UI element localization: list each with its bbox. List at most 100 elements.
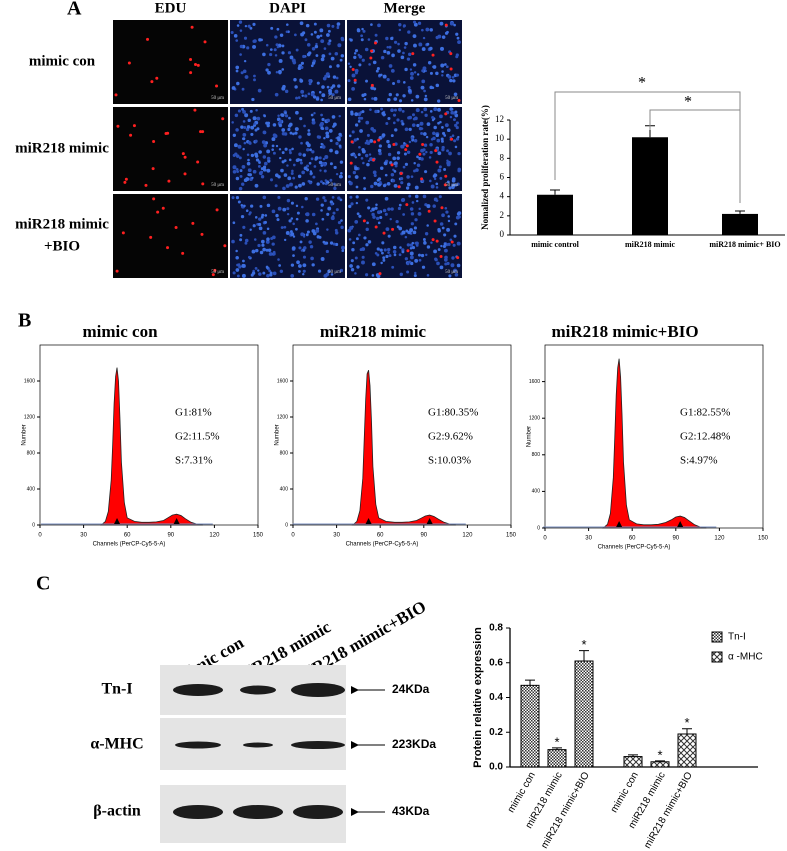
nucleus bbox=[413, 71, 417, 74]
nucleus bbox=[290, 274, 295, 278]
nucleus bbox=[323, 199, 327, 203]
edu-cell bbox=[435, 239, 439, 243]
nucleus bbox=[310, 92, 315, 97]
micrograph bbox=[113, 20, 228, 104]
nucleus bbox=[353, 55, 357, 60]
peak-marker bbox=[677, 521, 684, 527]
nucleus bbox=[267, 70, 271, 75]
nucleus bbox=[387, 116, 391, 121]
nucleus bbox=[333, 165, 337, 170]
nucleus bbox=[412, 117, 416, 121]
nucleus bbox=[311, 120, 316, 125]
nucleus bbox=[351, 86, 356, 91]
edu-cell bbox=[121, 231, 125, 235]
nucleus bbox=[250, 153, 255, 158]
y-tick-label: 800 bbox=[280, 450, 289, 456]
nucleus bbox=[352, 170, 357, 175]
blot-band bbox=[173, 805, 223, 819]
nucleus bbox=[432, 131, 436, 136]
nucleus bbox=[294, 185, 298, 189]
nucleus bbox=[263, 161, 268, 166]
nucleus bbox=[235, 256, 239, 260]
edu-cell bbox=[370, 49, 374, 53]
nucleus bbox=[443, 168, 447, 172]
nucleus bbox=[250, 132, 254, 136]
y-tick-label: 400 bbox=[532, 489, 541, 495]
nucleus bbox=[337, 221, 341, 225]
nucleus bbox=[262, 130, 267, 135]
nucleus bbox=[409, 255, 414, 260]
bar bbox=[520, 684, 540, 768]
nucleus bbox=[390, 173, 395, 177]
size-label: 223KDa bbox=[392, 737, 436, 751]
nucleus bbox=[393, 253, 397, 257]
nucleus bbox=[299, 21, 304, 26]
nucleus bbox=[295, 227, 298, 231]
blot-band bbox=[293, 805, 343, 819]
nucleus bbox=[369, 139, 374, 143]
nucleus bbox=[341, 245, 345, 250]
nucleus bbox=[258, 150, 262, 154]
nucleus bbox=[279, 269, 284, 273]
nucleus bbox=[364, 47, 369, 52]
nucleus bbox=[426, 224, 429, 227]
nucleus bbox=[374, 33, 378, 37]
nucleus bbox=[320, 57, 325, 62]
nucleus bbox=[236, 24, 240, 27]
nucleus bbox=[354, 123, 359, 127]
nucleus bbox=[289, 182, 293, 187]
nucleus bbox=[441, 139, 444, 143]
nucleus bbox=[392, 121, 396, 125]
annotation: S:10.03% bbox=[428, 455, 471, 467]
nucleus bbox=[273, 48, 277, 52]
nucleus bbox=[292, 163, 296, 167]
nucleus bbox=[288, 158, 292, 162]
nucleus bbox=[332, 124, 336, 128]
nucleus bbox=[422, 36, 426, 40]
nucleus bbox=[265, 239, 270, 244]
nucleus bbox=[314, 44, 319, 49]
nucleus bbox=[261, 239, 265, 244]
nucleus bbox=[395, 219, 399, 224]
nucleus bbox=[406, 175, 410, 179]
nucleus bbox=[433, 177, 437, 181]
nucleus bbox=[431, 86, 435, 89]
nucleus bbox=[288, 219, 292, 223]
nucleus bbox=[371, 207, 375, 212]
peak-marker bbox=[114, 518, 121, 524]
nucleus bbox=[348, 238, 352, 241]
nucleus bbox=[413, 138, 418, 143]
nucleus bbox=[397, 42, 400, 46]
nucleus bbox=[312, 95, 317, 99]
nucleus bbox=[448, 274, 452, 278]
nucleus bbox=[412, 20, 417, 24]
nucleus bbox=[430, 241, 433, 244]
nucleus bbox=[408, 260, 412, 264]
nucleus bbox=[365, 243, 369, 247]
nucleus bbox=[420, 85, 425, 90]
nucleus bbox=[355, 237, 359, 241]
nucleus bbox=[391, 265, 395, 269]
nucleus bbox=[457, 40, 461, 44]
nucleus bbox=[237, 144, 242, 149]
edu-cell bbox=[115, 269, 119, 273]
edu-cell bbox=[149, 235, 153, 239]
nucleus bbox=[353, 154, 357, 157]
nucleus bbox=[375, 69, 379, 73]
nucleus bbox=[309, 148, 312, 152]
nucleus bbox=[290, 263, 295, 267]
nucleus bbox=[437, 107, 441, 112]
nucleus bbox=[404, 235, 408, 239]
nucleus bbox=[432, 65, 437, 69]
edu-cell bbox=[353, 78, 357, 82]
nucleus bbox=[412, 230, 417, 235]
nucleus bbox=[281, 160, 285, 164]
edu-cell bbox=[215, 84, 219, 88]
scale-bar-label: 50 μm bbox=[211, 96, 224, 101]
nucleus bbox=[305, 219, 309, 223]
nucleus bbox=[300, 141, 303, 145]
nucleus bbox=[349, 225, 354, 230]
nucleus bbox=[368, 153, 372, 156]
edu-cell bbox=[373, 140, 377, 144]
